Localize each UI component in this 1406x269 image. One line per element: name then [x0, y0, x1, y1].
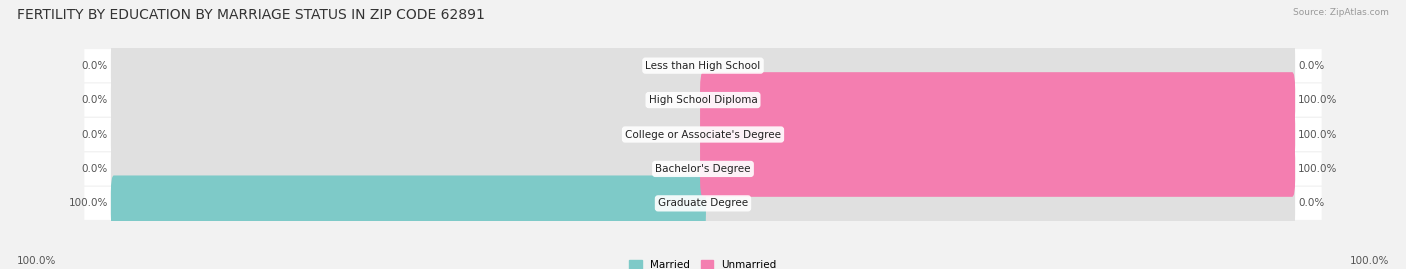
FancyBboxPatch shape [700, 72, 1295, 128]
Text: 100.0%: 100.0% [1350, 256, 1389, 266]
Text: 0.0%: 0.0% [82, 164, 108, 174]
FancyBboxPatch shape [700, 175, 1295, 231]
Text: 100.0%: 100.0% [1298, 95, 1337, 105]
Text: 0.0%: 0.0% [82, 61, 108, 71]
FancyBboxPatch shape [700, 107, 1295, 162]
Legend: Married, Unmarried: Married, Unmarried [630, 260, 776, 269]
Text: Bachelor's Degree: Bachelor's Degree [655, 164, 751, 174]
Text: FERTILITY BY EDUCATION BY MARRIAGE STATUS IN ZIP CODE 62891: FERTILITY BY EDUCATION BY MARRIAGE STATU… [17, 8, 485, 22]
Text: High School Diploma: High School Diploma [648, 95, 758, 105]
FancyBboxPatch shape [84, 49, 1322, 82]
Text: 0.0%: 0.0% [82, 95, 108, 105]
FancyBboxPatch shape [700, 141, 1295, 197]
Text: 100.0%: 100.0% [17, 256, 56, 266]
FancyBboxPatch shape [84, 84, 1322, 116]
FancyBboxPatch shape [700, 107, 1295, 162]
Text: 100.0%: 100.0% [69, 198, 108, 208]
Text: Source: ZipAtlas.com: Source: ZipAtlas.com [1294, 8, 1389, 17]
FancyBboxPatch shape [111, 107, 706, 162]
FancyBboxPatch shape [700, 141, 1295, 197]
FancyBboxPatch shape [700, 72, 1295, 128]
Text: College or Associate's Degree: College or Associate's Degree [626, 129, 780, 140]
Text: Less than High School: Less than High School [645, 61, 761, 71]
FancyBboxPatch shape [84, 118, 1322, 151]
FancyBboxPatch shape [111, 72, 706, 128]
FancyBboxPatch shape [700, 38, 1295, 94]
Text: 100.0%: 100.0% [1298, 129, 1337, 140]
FancyBboxPatch shape [111, 175, 706, 231]
Text: 100.0%: 100.0% [1298, 164, 1337, 174]
Text: 0.0%: 0.0% [1298, 61, 1324, 71]
FancyBboxPatch shape [111, 38, 706, 94]
FancyBboxPatch shape [84, 187, 1322, 220]
Text: 0.0%: 0.0% [1298, 198, 1324, 208]
FancyBboxPatch shape [111, 175, 706, 231]
Text: Graduate Degree: Graduate Degree [658, 198, 748, 208]
FancyBboxPatch shape [111, 141, 706, 197]
Text: 0.0%: 0.0% [82, 129, 108, 140]
FancyBboxPatch shape [84, 153, 1322, 185]
